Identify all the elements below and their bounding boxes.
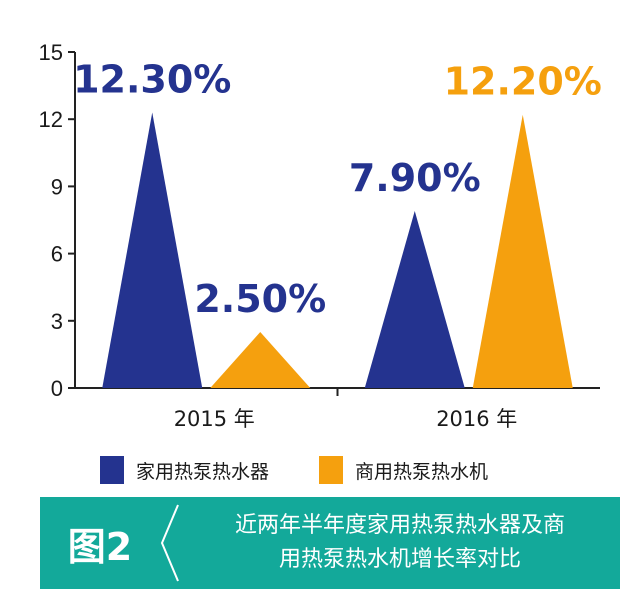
- figure-caption: 图2 近两年半年度家用热泵热水器及商 用热泵热水机增长率对比: [40, 497, 620, 589]
- bars: [102, 112, 573, 388]
- data-label: 7.90%: [349, 156, 481, 200]
- x-axis: 2015 年 2016 年: [75, 387, 600, 431]
- legend-swatch-commercial: [319, 456, 344, 484]
- x-category-label: 2016 年: [436, 407, 517, 431]
- figure-title: 近两年半年度家用热泵热水器及商 用热泵热水机增长率对比: [190, 497, 610, 589]
- y-tick-label: 9: [51, 174, 63, 199]
- bar-household: [364, 211, 465, 388]
- legend-label-commercial: 商用热泵热水机: [355, 460, 489, 483]
- bar-commercial: [472, 114, 573, 388]
- bar-commercial: [210, 332, 311, 388]
- legend-swatch-household: [100, 456, 124, 484]
- data-label: 12.30%: [73, 57, 231, 101]
- figure-title-line-2: 用热泵热水机增长率对比: [278, 547, 521, 572]
- data-label: 2.50%: [194, 277, 326, 321]
- figure-title-line-1: 近两年半年度家用热泵热水器及商: [234, 513, 565, 538]
- chevron-left-icon: [160, 504, 179, 582]
- y-axis: 0 3 6 9 12 15: [39, 40, 76, 401]
- x-category-label: 2015 年: [174, 407, 255, 431]
- legend-item-household: 家用热泵热水器: [100, 456, 269, 484]
- legend: 家用热泵热水器 商用热泵热水机: [100, 450, 580, 490]
- data-label: 12.20%: [444, 60, 602, 104]
- legend-item-commercial: 商用热泵热水机: [319, 456, 488, 484]
- data-labels: 12.30% 7.90% 2.50% 12.20%: [73, 57, 602, 321]
- y-tick-label: 6: [51, 242, 63, 267]
- y-tick-label: 15: [39, 40, 63, 65]
- legend-label-household: 家用热泵热水器: [136, 460, 270, 483]
- y-tick-label: 12: [39, 107, 63, 132]
- y-tick-label: 0: [51, 376, 63, 401]
- y-tick-label: 3: [51, 309, 63, 334]
- figure-tag: 图2: [67, 524, 133, 569]
- bar-household: [102, 112, 203, 388]
